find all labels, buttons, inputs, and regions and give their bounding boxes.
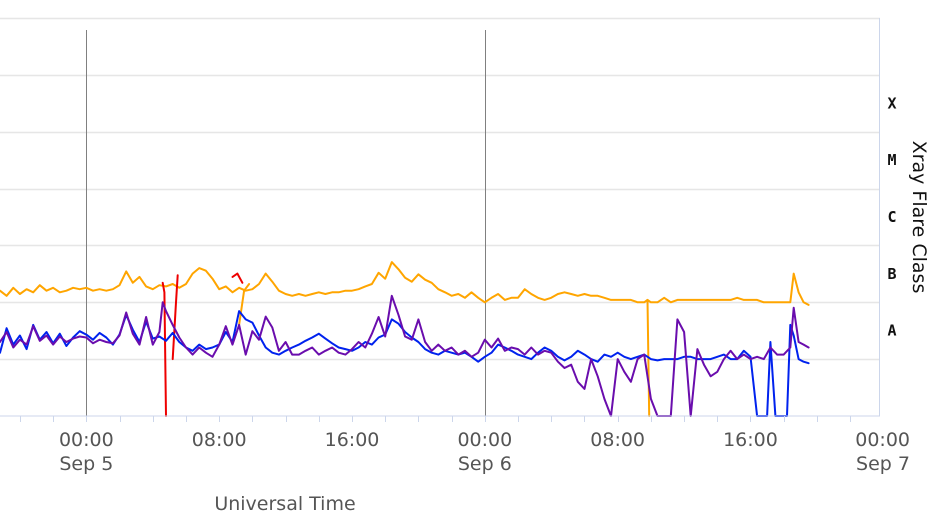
series-line-0: [0, 261, 810, 306]
x-tick-date-0: Sep 5: [59, 453, 113, 475]
flare-class-label-a: A: [887, 322, 896, 340]
x-tick-label-5: 16:00: [723, 429, 778, 451]
flare-class-labels: A B C M X: [887, 94, 896, 339]
series-line-2: [171, 274, 179, 361]
series-line-3: [231, 272, 244, 284]
x-tick-label-6: 00:00: [855, 429, 910, 451]
axes-layer: [0, 18, 880, 417]
x-tick-label-3: 00:00: [457, 429, 512, 451]
flare-class-label-c: C: [887, 208, 896, 226]
series-line-1: [161, 281, 167, 417]
x-tick-date-3: Sep 6: [458, 453, 512, 475]
x-tick-label-0: 00:00: [59, 429, 114, 451]
x-tick-date-6: Sep 7: [856, 453, 910, 475]
flare-class-label-x: X: [887, 94, 896, 112]
series-line-7: [0, 294, 810, 417]
x-axis-title: Universal Time: [214, 493, 355, 515]
flare-class-label-b: B: [887, 265, 896, 283]
series-layer: [0, 261, 810, 417]
x-tick-label-4: 08:00: [590, 429, 645, 451]
x-tick-label-1: 08:00: [192, 429, 247, 451]
series-line-6: [0, 310, 810, 417]
flare-class-label-m: M: [887, 151, 896, 169]
grid-layer: [0, 17, 880, 416]
x-tick-label-2: 16:00: [325, 429, 380, 451]
y-axis-title: Xray Flare Class: [908, 141, 930, 294]
